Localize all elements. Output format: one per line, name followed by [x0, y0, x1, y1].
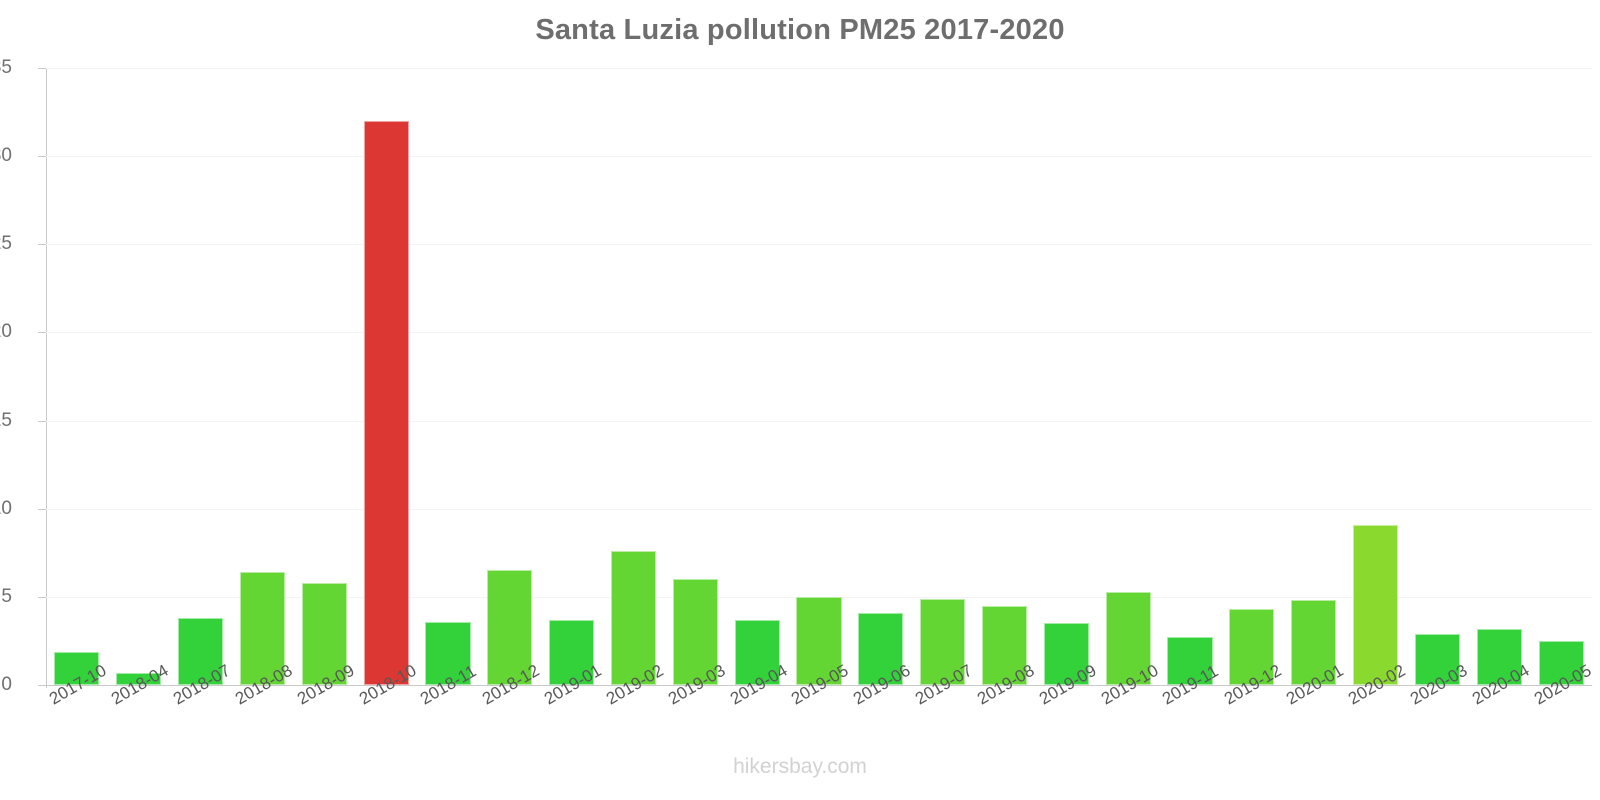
bar[interactable] [487, 570, 533, 685]
y-axis-tick-mark [38, 68, 46, 69]
y-axis-tick-label: 25 [0, 233, 12, 255]
bar[interactable] [363, 120, 409, 685]
bar[interactable] [610, 551, 657, 685]
chart-title: Santa Luzia pollution PM25 2017-2020 [535, 14, 1065, 46]
bar[interactable] [1291, 600, 1337, 685]
y-axis-tick-mark [38, 508, 46, 510]
gridline [46, 244, 1592, 246]
y-axis-tick-label: 0 [1, 674, 12, 695]
bar[interactable] [981, 605, 1028, 685]
y-axis-tick-mark [38, 596, 46, 598]
bar[interactable] [239, 572, 285, 685]
bar[interactable] [858, 612, 904, 685]
bar[interactable] [734, 619, 780, 685]
bar[interactable] [1538, 640, 1584, 685]
bar[interactable] [1105, 591, 1151, 685]
gridline [46, 156, 1592, 158]
y-axis-tick-label: 30 [0, 145, 12, 167]
gridline [46, 332, 1592, 334]
bar[interactable] [1167, 637, 1213, 685]
y-axis-line [46, 68, 47, 688]
x-axis-line [46, 685, 1592, 686]
bar[interactable] [54, 651, 100, 685]
y-axis-tick-mark [38, 685, 46, 686]
watermark-text: hikersbay.com [733, 755, 867, 778]
y-axis-tick-label: 5 [1, 585, 12, 607]
y-axis-tick-mark [38, 244, 46, 246]
bar[interactable] [178, 618, 224, 685]
y-axis-tick-label: 20 [0, 321, 12, 343]
bar[interactable] [1414, 633, 1460, 685]
bar[interactable] [1043, 623, 1089, 685]
y-axis-tick-label: 10 [0, 497, 12, 519]
bar[interactable] [1352, 524, 1399, 685]
plot-area [46, 68, 1592, 685]
bar[interactable] [425, 621, 471, 685]
bar[interactable] [920, 598, 966, 685]
bar[interactable] [549, 619, 595, 685]
y-axis-tick-label: 15 [0, 409, 12, 431]
y-axis-tick-mark [38, 420, 46, 422]
gridline [46, 68, 1592, 69]
bar[interactable] [116, 672, 162, 685]
bar[interactable] [1476, 628, 1522, 685]
y-axis-tick-mark [38, 332, 46, 334]
bar[interactable] [301, 582, 347, 685]
bar[interactable] [1229, 609, 1275, 685]
bar[interactable] [672, 579, 718, 685]
y-axis-tick-label: 35 [0, 57, 12, 78]
gridline [46, 420, 1592, 422]
y-axis-tick-mark [38, 156, 46, 158]
bar[interactable] [796, 596, 842, 685]
gridline [46, 508, 1592, 510]
